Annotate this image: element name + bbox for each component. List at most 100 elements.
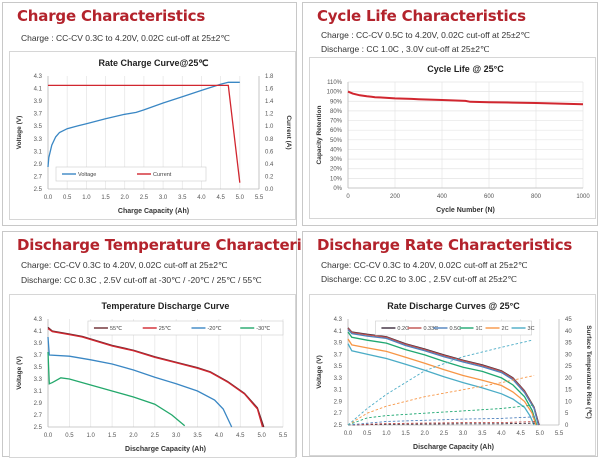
y2-tick-label: 1.0 bbox=[265, 124, 274, 130]
y-tick-label: 3.9 bbox=[34, 341, 43, 347]
x-tick-label: 5.0 bbox=[536, 431, 545, 437]
charge-condition: Charge: CC-CV 0.3C to 4.20V, 0.02C cut-o… bbox=[21, 260, 228, 270]
chart-title: Rate Charge Curve@25℃ bbox=[99, 58, 209, 68]
y-tick-label: 2.9 bbox=[34, 162, 43, 168]
y-tick-label: 4.3 bbox=[334, 317, 343, 323]
x-tick-label: 1.5 bbox=[101, 195, 110, 201]
x-tick-label: 1000 bbox=[576, 194, 590, 200]
x-tick-label: 0 bbox=[346, 194, 350, 200]
x-tick-label: 0.5 bbox=[63, 195, 72, 201]
temperature-discharge-chart: Temperature Discharge Curve 0.0 0.5 1.0 1.5 2… bbox=[9, 294, 296, 458]
series-line--20℃ bbox=[47, 336, 233, 428]
discharge-condition: Discharge: CC 0.3C , 2.5V cut-off at -30… bbox=[21, 275, 262, 285]
x-tick-label: 5.5 bbox=[555, 431, 564, 437]
y2-tick-label: 0.2 bbox=[265, 174, 274, 180]
legend-entry: Current bbox=[153, 172, 172, 178]
y-tick-label: 4.3 bbox=[34, 74, 43, 80]
chart-svg: Temperature Discharge Curve 0.0 0.5 1.0 1.5 2… bbox=[16, 301, 288, 453]
x-tick-label: 0.5 bbox=[363, 431, 372, 437]
charge-condition: Charge : CC-CV 0.5C to 4.20V, 0.02C cut-… bbox=[321, 30, 530, 40]
chart-svg: Rate Discharge Curves @ 25°C 0.0 0.5 1.0 1.5… bbox=[316, 301, 593, 451]
charge-condition: Charge : CC-CV 0.3C to 4.20V, 0.02C cut-… bbox=[21, 33, 230, 43]
series-line--30℃ bbox=[47, 351, 186, 427]
y-tick-label: 3.7 bbox=[34, 353, 43, 359]
y-tick-label: 3.1 bbox=[334, 388, 343, 394]
series-line-1C bbox=[347, 331, 538, 426]
y-tick-label: 3.7 bbox=[34, 112, 43, 118]
legend-entry: 25℃ bbox=[159, 326, 172, 332]
panel-title: Discharge Temperature Characteristics bbox=[17, 236, 340, 254]
y-tick-label: 90% bbox=[330, 99, 343, 105]
x-tick-label: 5.5 bbox=[279, 433, 288, 439]
y-axis-label: Voltage (V) bbox=[16, 116, 23, 149]
x-tick-label: 1.0 bbox=[82, 195, 91, 201]
x-tick-label: 2.0 bbox=[129, 433, 138, 439]
x-tick-label: 800 bbox=[531, 194, 542, 200]
legend bbox=[87, 320, 284, 336]
x-tick-label: 2.5 bbox=[440, 431, 449, 437]
legend-entry: 55℃ bbox=[110, 326, 123, 332]
y-tick-label: 4.1 bbox=[34, 87, 43, 93]
x-axis-label: Cycle Number (N) bbox=[436, 207, 495, 214]
x-tick-label: 3.5 bbox=[193, 433, 202, 439]
x-tick-label: 3.0 bbox=[172, 433, 181, 439]
y-axis-label: Capacity Retention bbox=[316, 106, 323, 165]
y-tick-label: 2.5 bbox=[334, 423, 343, 429]
y2-tick-label: 1.4 bbox=[265, 99, 274, 105]
series-line-Voltage bbox=[47, 81, 240, 168]
x-tick-label: 5.0 bbox=[236, 195, 245, 201]
x-tick-label: 1.0 bbox=[87, 433, 96, 439]
y-tick-label: 2.7 bbox=[34, 413, 43, 419]
panel-cycle-life: Cycle Life Characteristics Charge : CC-C… bbox=[302, 2, 598, 226]
x-tick-label: 1.5 bbox=[401, 431, 410, 437]
y-tick-label: 4.3 bbox=[34, 317, 43, 323]
y2-tick-label: 1.6 bbox=[265, 87, 274, 93]
legend-entry: 0.33C bbox=[423, 326, 438, 332]
x-tick-label: 5.5 bbox=[255, 195, 264, 201]
x-tick-label: 3.5 bbox=[478, 431, 487, 437]
y-tick-label: 3.9 bbox=[334, 341, 343, 347]
chart-title: Rate Discharge Curves @ 25°C bbox=[387, 301, 520, 311]
y-tick-label: 10% bbox=[330, 176, 343, 182]
y2-tick-label: 0.8 bbox=[265, 137, 274, 143]
series-line-Current bbox=[48, 84, 241, 183]
y-tick-label: 4.1 bbox=[34, 329, 43, 335]
rate-discharge-chart: Rate Discharge Curves @ 25°C 0.0 0.5 1.0 1.5… bbox=[309, 294, 596, 456]
x-tick-label: 0.0 bbox=[344, 431, 353, 437]
chart-title: Cycle Life @ 25°C bbox=[427, 64, 504, 74]
y-tick-label: 50% bbox=[330, 138, 343, 144]
chart-title: Temperature Discharge Curve bbox=[102, 301, 230, 311]
cycle-life-chart: Cycle Life @ 25°C 0 200 400 600 800 1000 0% 10% 2… bbox=[309, 57, 596, 219]
y-tick-label: 70% bbox=[330, 119, 343, 125]
panel-discharge-rate: Discharge Rate Characteristics Charge: C… bbox=[302, 231, 598, 457]
y-tick-label: 80% bbox=[330, 109, 343, 115]
x-tick-label: 0.0 bbox=[44, 195, 53, 201]
y-tick-label: 3.1 bbox=[34, 389, 43, 395]
series-line-0.5C bbox=[347, 329, 539, 426]
y2-tick-label: 0.4 bbox=[265, 162, 274, 168]
x-tick-label: 4.5 bbox=[216, 195, 225, 201]
y-tick-label: 3.5 bbox=[34, 124, 43, 130]
y-tick-label: 3.7 bbox=[334, 352, 343, 358]
x-tick-label: 4.5 bbox=[236, 433, 245, 439]
x-tick-label: 4.5 bbox=[516, 431, 525, 437]
x-tick-label: 5.0 bbox=[257, 433, 266, 439]
x-tick-label: 2.5 bbox=[151, 433, 160, 439]
x-tick-label: 1.0 bbox=[382, 431, 391, 437]
y2-tick-label: 15 bbox=[565, 388, 572, 394]
panel-charge: Charge Characteristics Charge : CC-CV 0.… bbox=[2, 2, 297, 226]
x-tick-label: 0.0 bbox=[44, 433, 53, 439]
charge-chart: Rate Charge Curve@25℃ 0.0 0.5 1.0 1.5 2.0 2.5 3… bbox=[9, 51, 296, 220]
x-tick-label: 4.0 bbox=[197, 195, 206, 201]
y-tick-label: 60% bbox=[330, 128, 343, 134]
y-tick-label: 30% bbox=[330, 157, 343, 163]
series-line bbox=[347, 422, 537, 426]
y-tick-label: 2.7 bbox=[34, 174, 43, 180]
x-tick-label: 0.5 bbox=[65, 433, 74, 439]
legend-entry: 0.5C bbox=[449, 326, 461, 332]
legend-entry: Voltage bbox=[78, 172, 96, 178]
charge-condition: Charge: CC-CV 0.3C to 4.20V, 0.02C cut-o… bbox=[321, 260, 528, 270]
x-tick-label: 4.0 bbox=[215, 433, 224, 439]
discharge-condition: Discharge: CC 0.2C to 3.0C , 2.5V cut-of… bbox=[321, 274, 517, 284]
y-tick-label: 2.9 bbox=[34, 401, 43, 407]
